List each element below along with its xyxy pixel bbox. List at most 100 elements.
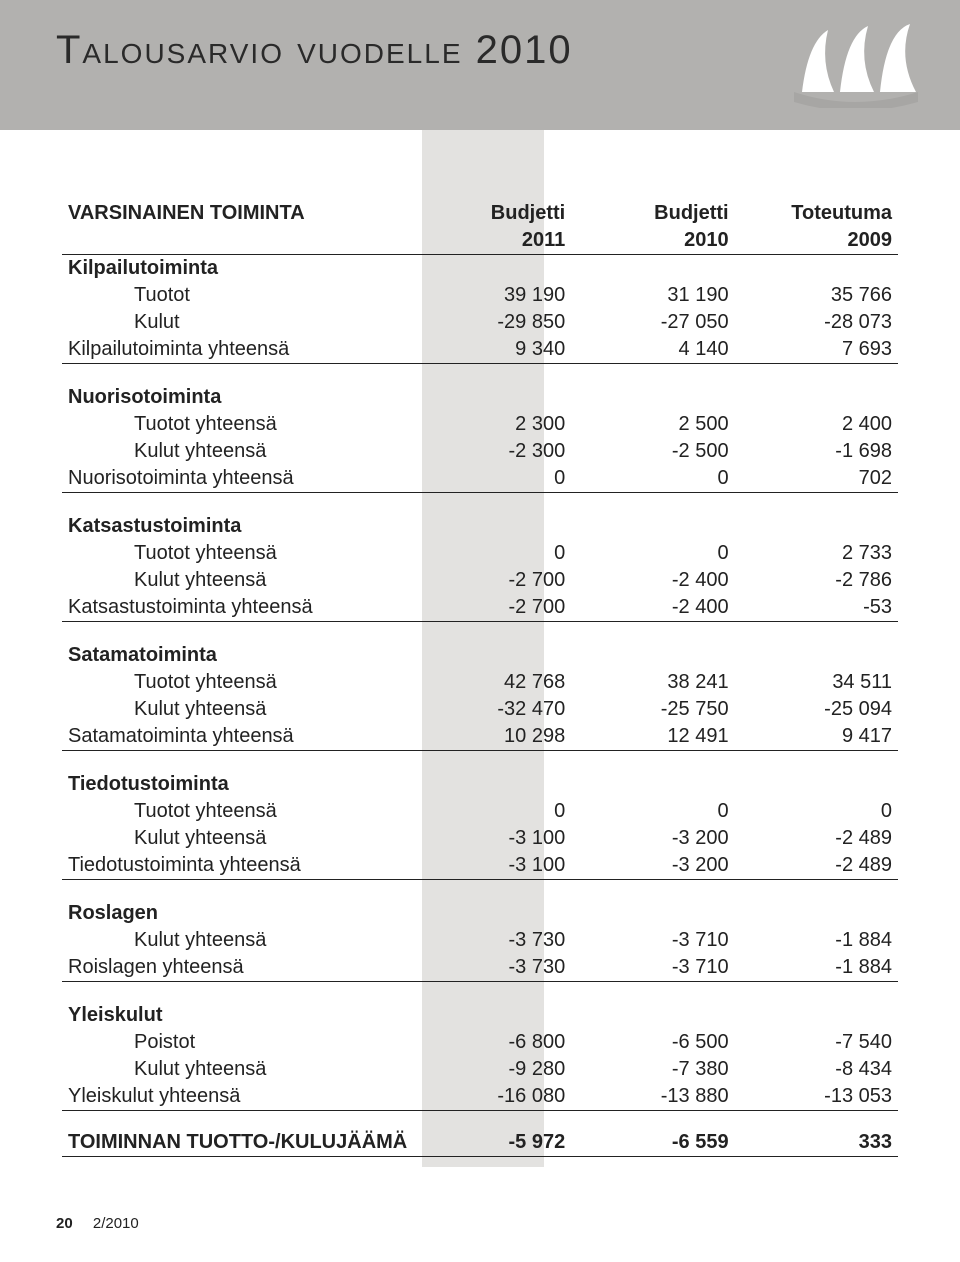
section-name: Kilpailutoiminta bbox=[62, 255, 444, 283]
table-cell: -13 053 bbox=[735, 1083, 898, 1111]
table-cell: 42 768 bbox=[444, 669, 571, 696]
table-cell: -6 500 bbox=[571, 1029, 734, 1056]
table-cell: -53 bbox=[735, 594, 898, 622]
table-cell: -25 094 bbox=[735, 696, 898, 723]
table-cell: -3 100 bbox=[444, 825, 571, 852]
table-cell: -1 884 bbox=[735, 927, 898, 954]
col-operation: VARSINAINEN TOIMINTA bbox=[62, 200, 444, 227]
row-label: Kulut bbox=[62, 309, 444, 336]
table-cell: -2 300 bbox=[444, 438, 571, 465]
grand-total-label: TOIMINNAN TUOTTO-/KULUJÄÄMÄ bbox=[62, 1129, 444, 1157]
table-row: Kulut yhteensä-3 100-3 200-2 489 bbox=[62, 825, 898, 852]
row-label: Tuotot yhteensä bbox=[62, 798, 444, 825]
section-header-row: Nuorisotoiminta bbox=[62, 364, 898, 412]
row-label: Tuotot yhteensä bbox=[62, 411, 444, 438]
table-row: Kulut-29 850-27 050-28 073 bbox=[62, 309, 898, 336]
table-cell: -2 489 bbox=[735, 852, 898, 880]
section-name: Nuorisotoiminta bbox=[62, 364, 444, 412]
table-cell: -2 489 bbox=[735, 825, 898, 852]
table-row: Tuotot yhteensä002 733 bbox=[62, 540, 898, 567]
table-cell: -2 400 bbox=[571, 567, 734, 594]
table-cell: -6 800 bbox=[444, 1029, 571, 1056]
table-cell: 0 bbox=[444, 465, 571, 493]
row-label: Kulut yhteensä bbox=[62, 438, 444, 465]
table-row: Tuotot yhteensä000 bbox=[62, 798, 898, 825]
col-1-top: Budjetti bbox=[444, 200, 571, 227]
table-cell: -32 470 bbox=[444, 696, 571, 723]
table-row: Tuotot39 19031 19035 766 bbox=[62, 282, 898, 309]
table-cell: 12 491 bbox=[571, 723, 734, 751]
table-cell: -28 073 bbox=[735, 309, 898, 336]
table-cell: -3 100 bbox=[444, 852, 571, 880]
col-2-top: Budjetti bbox=[571, 200, 734, 227]
table-cell: -2 700 bbox=[444, 567, 571, 594]
table-cell: -2 786 bbox=[735, 567, 898, 594]
content-area: VARSINAINEN TOIMINTA Budjetti Budjetti T… bbox=[0, 130, 960, 1197]
table-row: Kulut yhteensä-2 300-2 500-1 698 bbox=[62, 438, 898, 465]
section-header-row: Satamatoiminta bbox=[62, 622, 898, 670]
row-label: Kulut yhteensä bbox=[62, 825, 444, 852]
table-cell: -25 750 bbox=[571, 696, 734, 723]
table-cell: -29 850 bbox=[444, 309, 571, 336]
table-cell: 7 693 bbox=[735, 336, 898, 364]
table-row: Kulut yhteensä-2 700-2 400-2 786 bbox=[62, 567, 898, 594]
col-1-bot: 2011 bbox=[444, 227, 571, 255]
section-total-row: Yleiskulut yhteensä-16 080-13 880-13 053 bbox=[62, 1083, 898, 1111]
section-name: Roslagen bbox=[62, 880, 444, 928]
table-cell: 0 bbox=[571, 465, 734, 493]
table-cell: -5 972 bbox=[444, 1129, 571, 1157]
table-cell: -1 698 bbox=[735, 438, 898, 465]
table-cell: 38 241 bbox=[571, 669, 734, 696]
table-cell: -27 050 bbox=[571, 309, 734, 336]
table-cell: 9 417 bbox=[735, 723, 898, 751]
table-cell: 39 190 bbox=[444, 282, 571, 309]
section-total-row: Tiedotustoiminta yhteensä-3 100-3 200-2 … bbox=[62, 852, 898, 880]
row-label: Kulut yhteensä bbox=[62, 696, 444, 723]
table-cell: -3 710 bbox=[571, 954, 734, 982]
total-label: Yleiskulut yhteensä bbox=[62, 1083, 444, 1111]
table-row: Tuotot yhteensä42 76838 24134 511 bbox=[62, 669, 898, 696]
section-name: Tiedotustoiminta bbox=[62, 751, 444, 799]
section-name: Satamatoiminta bbox=[62, 622, 444, 670]
row-label: Tuotot yhteensä bbox=[62, 669, 444, 696]
table-cell: 0 bbox=[735, 798, 898, 825]
table-cell: 2 500 bbox=[571, 411, 734, 438]
section-total-row: Kilpailutoiminta yhteensä9 3404 1407 693 bbox=[62, 336, 898, 364]
total-label: Katsastustoiminta yhteensä bbox=[62, 594, 444, 622]
section-total-row: Katsastustoiminta yhteensä-2 700-2 400-5… bbox=[62, 594, 898, 622]
total-label: Roislagen yhteensä bbox=[62, 954, 444, 982]
grand-total-row: TOIMINNAN TUOTTO-/KULUJÄÄMÄ-5 972-6 5593… bbox=[62, 1129, 898, 1157]
total-label: Satamatoiminta yhteensä bbox=[62, 723, 444, 751]
table-cell: 35 766 bbox=[735, 282, 898, 309]
table-cell: -3 200 bbox=[571, 852, 734, 880]
col-3-bot: 2009 bbox=[735, 227, 898, 255]
table-cell: 2 300 bbox=[444, 411, 571, 438]
page-header: Talousarvio vuodelle 2010 bbox=[0, 0, 960, 130]
sails-logo-icon bbox=[790, 22, 920, 108]
page-number: 20 bbox=[56, 1215, 89, 1232]
page-footer: 20 2/2010 bbox=[0, 1197, 960, 1262]
table-header-row-1: VARSINAINEN TOIMINTA Budjetti Budjetti T… bbox=[62, 200, 898, 227]
total-label: Nuorisotoiminta yhteensä bbox=[62, 465, 444, 493]
section-total-row: Nuorisotoiminta yhteensä00702 bbox=[62, 465, 898, 493]
table-cell: -2 500 bbox=[571, 438, 734, 465]
title-year: 2010 bbox=[476, 28, 573, 72]
table-cell: -8 434 bbox=[735, 1056, 898, 1083]
table-cell: 31 190 bbox=[571, 282, 734, 309]
section-name: Katsastustoiminta bbox=[62, 493, 444, 541]
row-label: Poistot bbox=[62, 1029, 444, 1056]
table-cell: -1 884 bbox=[735, 954, 898, 982]
table-row: Kulut yhteensä-9 280-7 380-8 434 bbox=[62, 1056, 898, 1083]
table-cell: 10 298 bbox=[444, 723, 571, 751]
total-label: Kilpailutoiminta yhteensä bbox=[62, 336, 444, 364]
table-cell: -2 400 bbox=[571, 594, 734, 622]
table-cell: -3 200 bbox=[571, 825, 734, 852]
row-label: Kulut yhteensä bbox=[62, 567, 444, 594]
budget-table: VARSINAINEN TOIMINTA Budjetti Budjetti T… bbox=[62, 200, 898, 1157]
table-row: Tuotot yhteensä2 3002 5002 400 bbox=[62, 411, 898, 438]
table-cell: -13 880 bbox=[571, 1083, 734, 1111]
table-cell: -3 730 bbox=[444, 954, 571, 982]
table-cell: -9 280 bbox=[444, 1056, 571, 1083]
table-cell: -16 080 bbox=[444, 1083, 571, 1111]
table-cell: 333 bbox=[735, 1129, 898, 1157]
